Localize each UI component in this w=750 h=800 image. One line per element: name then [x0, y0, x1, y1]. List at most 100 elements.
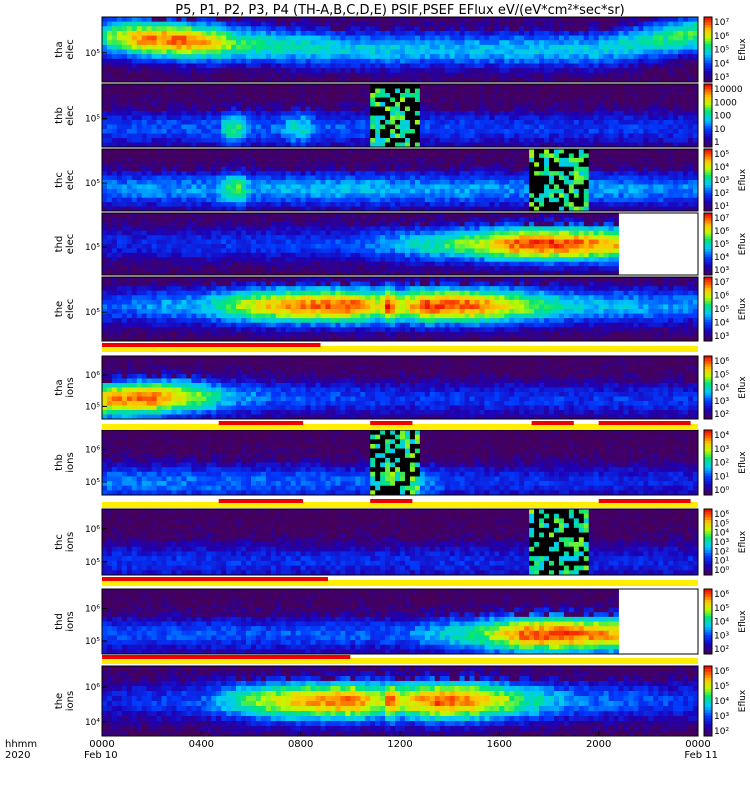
heatmap-cell: [568, 40, 575, 46]
heatmap-cell: [310, 115, 316, 121]
heatmap-cell: [380, 129, 386, 134]
heatmap-cell: [111, 54, 118, 60]
heatmap-cell: [459, 26, 465, 32]
heatmap-cell: [474, 21, 480, 27]
heatmap-cell: [102, 49, 108, 55]
heatmap-cell: [330, 202, 336, 207]
heatmap-cell: [544, 17, 550, 23]
heatmap-cell: [489, 30, 495, 36]
heatmap-cell: [260, 124, 267, 130]
heatmap-cell: [380, 138, 386, 143]
heatmap-cell: [385, 133, 391, 139]
heatmap-cell: [539, 26, 545, 32]
heatmap-cell: [116, 180, 123, 185]
heatmap-cell: [221, 93, 227, 98]
heatmap-cell: [216, 184, 222, 190]
heatmap-cell: [449, 180, 456, 185]
heatmap-cell: [390, 115, 396, 121]
heatmap-cell: [598, 102, 605, 107]
heatmap-cell: [231, 193, 237, 199]
heatmap-cell: [255, 17, 262, 23]
heatmap-cell: [171, 68, 177, 74]
heatmap-cell: [265, 84, 272, 89]
heatmap-cell: [221, 30, 227, 36]
heatmap-cell: [663, 77, 669, 83]
heatmap-cell: [419, 21, 426, 27]
heatmap-cell: [166, 142, 172, 148]
heatmap-cell: [553, 129, 560, 134]
heatmap-cell: [608, 133, 614, 139]
heatmap-cell: [549, 35, 555, 41]
heatmap-cell: [131, 21, 138, 27]
heatmap-cell: [568, 166, 575, 172]
heatmap-cell: [573, 171, 580, 176]
heatmap-cell: [618, 184, 624, 190]
heatmap-cell: [111, 35, 118, 41]
heatmap-cell: [151, 77, 158, 83]
heatmap-cell: [449, 77, 456, 83]
heatmap-cell: [196, 157, 202, 163]
heatmap-cell: [424, 188, 431, 194]
heatmap-cell: [251, 175, 257, 181]
heatmap-cell: [444, 97, 451, 103]
panel-ylabel: elec: [65, 105, 76, 126]
heatmap-cell: [335, 166, 341, 172]
heatmap-cell: [603, 30, 609, 36]
heatmap-cell: [335, 153, 341, 159]
heatmap-cell: [578, 40, 585, 46]
heatmap-cell: [618, 54, 624, 60]
heatmap-cell: [166, 111, 172, 116]
heatmap-cell: [623, 68, 629, 74]
heatmap-cell: [688, 111, 694, 116]
heatmap-cell: [474, 30, 480, 36]
heatmap-cell: [573, 166, 580, 172]
heatmap-cell: [598, 44, 605, 50]
heatmap-cell: [251, 184, 257, 190]
heatmap-cell: [285, 197, 292, 203]
heatmap-cell: [693, 21, 699, 27]
heatmap-cell: [330, 166, 336, 172]
heatmap-cell: [459, 129, 465, 134]
heatmap-cell: [633, 35, 639, 41]
heatmap-cell: [390, 26, 396, 32]
heatmap-cell: [539, 124, 545, 130]
heatmap-cell: [678, 138, 684, 143]
heatmap-cell: [106, 184, 113, 190]
heatmap-cell: [375, 138, 381, 143]
heatmap-cell: [116, 149, 123, 154]
heatmap-cell: [131, 63, 138, 69]
heatmap-cell: [340, 58, 346, 64]
heatmap-cell: [365, 44, 371, 50]
heatmap-cell: [553, 17, 560, 23]
heatmap-cell: [320, 133, 326, 139]
colorbar-segment: [704, 131, 712, 135]
heatmap-cell: [325, 58, 331, 64]
heatmap-cell: [509, 157, 515, 163]
heatmap-cell: [514, 129, 520, 134]
heatmap-cell: [181, 102, 187, 107]
heatmap-cell: [131, 72, 138, 78]
heatmap-cell: [409, 129, 416, 134]
heatmap-cell: [305, 162, 311, 168]
heatmap-cell: [251, 153, 257, 159]
heatmap-cell: [479, 120, 485, 125]
heatmap-cell: [608, 120, 614, 125]
heatmap-cell: [419, 58, 426, 64]
heatmap-cell: [106, 206, 113, 212]
heatmap-cell: [265, 166, 272, 172]
heatmap-cell: [643, 184, 649, 190]
heatmap-cell: [325, 188, 331, 194]
heatmap-cell: [424, 120, 431, 125]
heatmap-cell: [633, 149, 639, 154]
heatmap-cell: [345, 188, 351, 194]
heatmap-cell: [534, 206, 540, 212]
heatmap-cell: [126, 40, 133, 46]
heatmap-cell: [102, 102, 108, 107]
heatmap-cell: [464, 138, 470, 143]
heatmap-cell: [166, 63, 172, 69]
heatmap-cell: [504, 188, 510, 194]
heatmap-cell: [350, 171, 356, 176]
heatmap-cell: [365, 193, 371, 199]
heatmap-cell: [355, 171, 361, 176]
heatmap-cell: [514, 30, 520, 36]
